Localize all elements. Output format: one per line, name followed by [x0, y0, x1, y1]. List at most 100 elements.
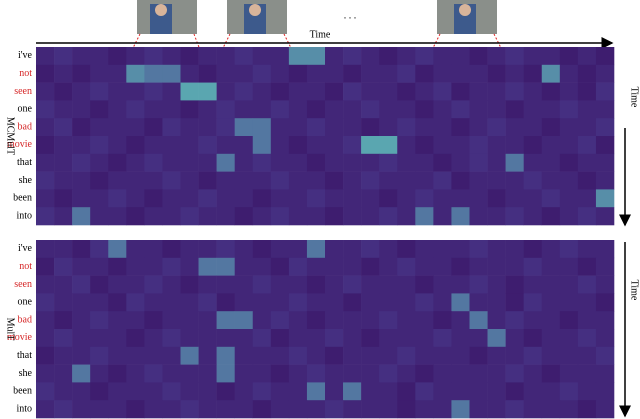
heatmap-cell [36, 329, 55, 348]
heatmap-cell [541, 64, 561, 83]
heatmap-cell [108, 189, 127, 208]
heatmap-cell [595, 64, 615, 83]
heatmap-cell [433, 100, 452, 119]
heatmap-cell [270, 82, 290, 101]
heatmap-cell [451, 64, 470, 83]
heatmap-cell [252, 364, 272, 383]
heatmap-cell [108, 346, 127, 365]
heatmap-cell [108, 400, 127, 419]
heatmap-cell [180, 82, 199, 101]
heatmap-cell [559, 311, 579, 330]
heatmap-cell [469, 136, 488, 155]
heatmap-cell [361, 346, 380, 365]
heatmap-cell [541, 153, 561, 172]
heatmap-cell [198, 311, 217, 330]
heatmap-cell [90, 400, 109, 419]
heatmap-cell [270, 189, 290, 208]
heatmap-cell [487, 346, 506, 365]
heatmap-cell [451, 118, 470, 137]
row-label: been [13, 193, 32, 204]
heatmap-cell [306, 382, 326, 401]
heatmap-cell [505, 240, 524, 259]
heatmap-cell [198, 136, 217, 155]
heatmap-cell [523, 329, 543, 348]
heatmap-cell [523, 207, 543, 226]
heatmap-cell [469, 311, 488, 330]
heatmap-cell [306, 82, 326, 101]
row-label: movie [7, 332, 33, 343]
heatmap-cell [144, 207, 163, 226]
heatmap-cell [379, 136, 398, 155]
heatmap-cell [216, 382, 235, 401]
heatmap-cell [216, 47, 235, 66]
heatmap-cell [343, 346, 362, 365]
heatmap-cell [36, 171, 55, 190]
heatmap-cell [72, 207, 91, 226]
heatmap-cell [144, 293, 163, 312]
heatmap-cell [162, 382, 181, 401]
heatmap-cell [216, 364, 235, 383]
heatmap-cell [270, 136, 290, 155]
heatmap-cell [306, 47, 326, 66]
heatmap-cell [325, 311, 344, 330]
heatmap-cell [379, 275, 398, 294]
heatmap-cell [451, 82, 470, 101]
heatmap-cell [54, 118, 73, 137]
heatmap-cell [162, 136, 181, 155]
row-label: bad [18, 121, 32, 132]
heatmap-cell [469, 189, 488, 208]
heatmap-cell [451, 275, 470, 294]
heatmap-cell [325, 257, 344, 276]
heatmap-cell [144, 118, 163, 137]
heatmap-cell [397, 171, 416, 190]
heatmap-cell [180, 118, 199, 137]
heatmap-cell [433, 47, 452, 66]
heatmap-cell [126, 400, 145, 419]
heatmap-cell [126, 64, 145, 83]
heatmap-cell [433, 240, 452, 259]
heatmap-cell [126, 257, 145, 276]
heatmap-cell [234, 136, 254, 155]
heatmap-cell [379, 400, 398, 419]
heatmap-cell [559, 257, 579, 276]
heatmap-cell [577, 100, 597, 119]
heatmap-cell [270, 153, 290, 172]
heatmap-cell [595, 364, 615, 383]
heatmap-cell [397, 207, 416, 226]
heatmap-cell [216, 118, 235, 137]
model-label: MulT [5, 318, 16, 341]
heatmap-cell [577, 364, 597, 383]
heatmap-cell [343, 364, 362, 383]
heatmap-cell [433, 311, 452, 330]
heatmap-cell [90, 64, 109, 83]
heatmap-cell [577, 171, 597, 190]
heatmap-cell [415, 153, 434, 172]
heatmap-cell [306, 346, 326, 365]
heatmap-cell [162, 364, 181, 383]
heatmap-cell [451, 346, 470, 365]
heatmap-cell [415, 293, 434, 312]
heatmap-cell [144, 275, 163, 294]
heatmap-cell [559, 382, 579, 401]
heatmap-cell [198, 240, 217, 259]
heatmap-cell [523, 240, 543, 259]
heatmap-cell [180, 329, 199, 348]
heatmap-cell [180, 64, 199, 83]
row-label: movie [7, 139, 33, 150]
heatmap-cell [397, 346, 416, 365]
heatmap-cell [433, 400, 452, 419]
heatmap-cell [126, 118, 145, 137]
heatmap-cell [306, 118, 326, 137]
heatmap-cell [415, 82, 434, 101]
heatmap-cell [108, 329, 127, 348]
heatmap-cell [288, 153, 308, 172]
heatmap-cell [54, 257, 73, 276]
heatmap-cell [288, 257, 308, 276]
heatmap-cell [234, 189, 254, 208]
heatmap-cell [90, 311, 109, 330]
heatmap-cell [36, 189, 55, 208]
heatmap-cell [379, 47, 398, 66]
heatmap-cell [108, 275, 127, 294]
heatmap-cell [36, 400, 55, 419]
heatmap-cell [415, 136, 434, 155]
